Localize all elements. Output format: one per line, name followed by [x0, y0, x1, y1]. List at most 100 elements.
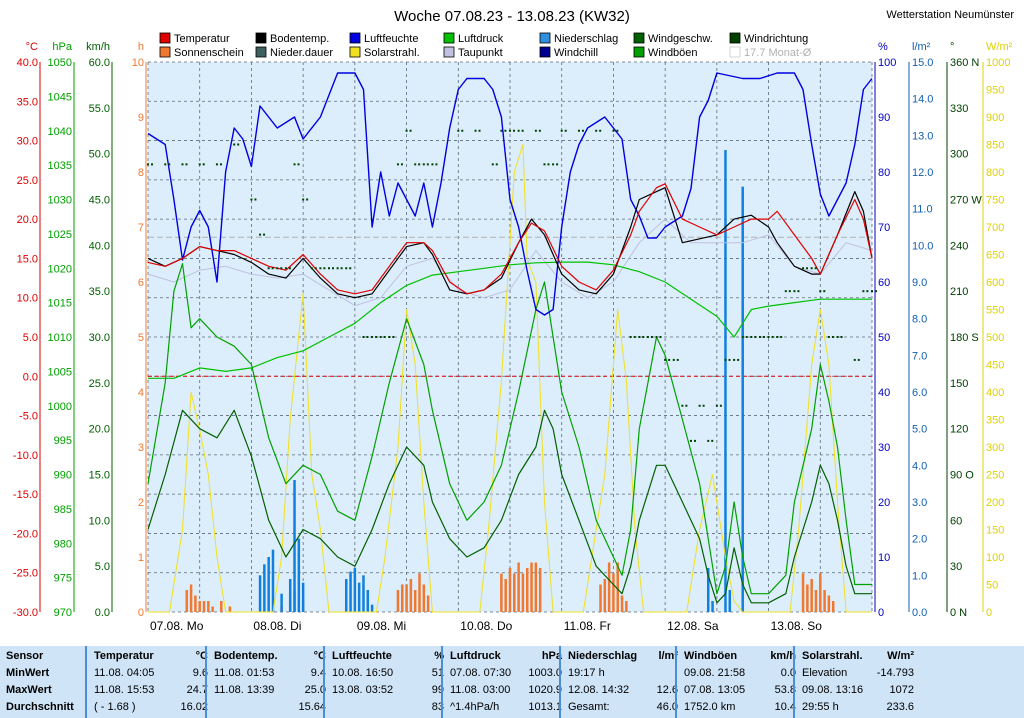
rain-axis-tick-label: 4.0	[912, 460, 927, 472]
niederschlag-bar	[370, 604, 374, 612]
legend-label: Luftdruck	[458, 33, 504, 45]
wind-direction-point	[284, 267, 287, 270]
wind-direction-point	[754, 336, 757, 338]
direction-axis-tick-label: 300	[950, 149, 968, 161]
wind-direction-point	[612, 129, 615, 132]
hpa-axis-tick-label: 1045	[48, 91, 72, 103]
stats-cell-value: -14.793	[876, 667, 914, 679]
direction-axis-tick-label: 90 O	[950, 470, 974, 482]
stats-cell-value: 53.8	[774, 684, 796, 696]
legend-swatch	[443, 32, 455, 44]
stats-row: 13.08. 03:52 99	[332, 682, 448, 699]
wind-direction-point	[418, 163, 421, 166]
stats-row: Elevation -14.793	[802, 665, 918, 682]
wind-direction-point	[495, 163, 498, 166]
wind-direction-point	[400, 163, 403, 166]
stats-column: Sensor MinWert MaxWert Durchschnitt	[6, 648, 92, 718]
wind-direction-point	[599, 129, 602, 132]
wind-direction-point	[293, 163, 296, 166]
sonnenschein-bar	[405, 584, 408, 612]
stats-column: Luftdruck hPa 07.08. 07:30 1003.0 11.08. 03:…	[450, 648, 566, 718]
wind-direction-point	[776, 336, 779, 338]
solar-axis-tick-label: 500	[986, 332, 1004, 344]
wind-direction-point	[715, 404, 718, 407]
kmh-axis-tick-label: 15.0	[89, 470, 110, 482]
wind-direction-point	[788, 290, 791, 293]
stats-cell-value: 233.6	[886, 701, 914, 713]
wind-direction-point	[866, 290, 869, 293]
stats-cell-value: 16.02	[180, 701, 208, 713]
kmh-axis-tick-label: 5.0	[95, 561, 110, 573]
stats-cell-value: 99	[431, 684, 444, 696]
wind-direction-point	[823, 290, 826, 293]
solar-axis-tick-label: 700	[986, 222, 1004, 234]
niederschlag-bar	[353, 568, 357, 612]
wind-direction-point	[698, 404, 701, 407]
stats-row: Durchschnitt	[6, 699, 92, 716]
stats-cell-label: 1752.0 km	[684, 701, 736, 713]
direction-axis-tick-label: 150	[950, 378, 968, 390]
stats-row: 15.64	[214, 699, 330, 716]
niederschlag-bar	[366, 590, 370, 612]
celsius-axis-tick-label: 0.0	[23, 371, 38, 383]
sonnenschein-bar	[620, 595, 624, 612]
stats-row: 07.08. 07:30 1003.0	[450, 665, 566, 682]
hpa-axis-tick-label: 1035	[48, 160, 72, 172]
wind-direction-point	[409, 129, 412, 132]
celsius-axis-tick-label: -5.0	[19, 411, 38, 423]
wind-direction-point	[340, 267, 343, 270]
percent-axis-tick-label: 30	[878, 442, 890, 454]
wind-direction-point	[810, 267, 813, 270]
wind-direction-point	[491, 163, 494, 166]
wind-direction-point	[310, 267, 313, 270]
kmh-axis-tick-label: 30.0	[89, 332, 110, 344]
wind-direction-point	[875, 290, 877, 293]
stats-cell-value: 1013.1	[528, 701, 562, 713]
rain-axis-tick-label: 15.0	[912, 57, 933, 69]
percent-axis-tick-label: 70	[878, 222, 890, 234]
niederschlag-bar	[297, 538, 301, 612]
wind-direction-point	[396, 163, 399, 166]
niederschlag-bar	[741, 186, 744, 612]
solar-axis-tick-label: 800	[986, 167, 1004, 179]
wind-direction-point	[405, 129, 408, 132]
sonnenschein-bar	[202, 601, 206, 612]
celsius-axis-tick-label: 15.0	[17, 253, 38, 265]
celsius-axis-tick-label: 20.0	[17, 214, 38, 226]
niederschlag-bar	[724, 150, 727, 612]
hpa-axis-tick-label: 975	[54, 573, 72, 585]
percent-axis-tick-label: 60	[878, 277, 890, 289]
sonnenschein-bar	[194, 595, 197, 612]
niederschlag-bar	[728, 590, 732, 612]
station-name: Wetterstation Neumünster	[886, 9, 1014, 21]
stats-column-header: Temperatur °C	[94, 648, 212, 665]
wind-direction-point	[513, 129, 515, 132]
wind-direction-point	[862, 290, 865, 293]
hours-axis-unit-label: h	[138, 41, 144, 53]
rain-axis-tick-label: 14.0	[912, 94, 933, 106]
wind-direction-point	[762, 336, 765, 338]
rain-axis-tick-label: 11.0	[912, 204, 933, 216]
wind-direction-point	[168, 163, 171, 166]
stats-cell-value: 9.4	[310, 667, 326, 679]
stats-cell-label: 09.08. 21:58	[684, 667, 746, 679]
niederschlag-bar	[357, 582, 361, 612]
stats-cell-label: ( - 1.68 )	[94, 701, 136, 713]
hpa-axis-tick-label: 1020	[48, 263, 72, 275]
stats-column: Temperatur °C 11.08. 04:05 9.6 11.08. 15:53 2…	[94, 648, 212, 718]
hpa-axis-tick-label: 1010	[48, 332, 72, 344]
stats-column-separator	[559, 646, 561, 718]
day-label: 08.08. Di	[253, 619, 301, 633]
sonnenschein-bar	[607, 562, 611, 612]
stats-cell-label: 12.08. 14:32	[568, 684, 630, 696]
niederschlag-bar	[362, 575, 365, 612]
wind-direction-point	[461, 129, 464, 132]
wind-direction-point	[802, 267, 805, 270]
wind-direction-point	[629, 336, 632, 338]
wind-direction-point	[681, 404, 684, 407]
stats-column: Niederschlag l/m² 19:17 h 12.08. 14:32 12.6 G…	[568, 648, 682, 718]
direction-axis-tick-label: 360 N	[950, 57, 979, 69]
wind-direction-point	[707, 439, 710, 442]
stats-row: 19:17 h	[568, 665, 682, 682]
percent-axis-tick-label: 80	[878, 167, 890, 179]
